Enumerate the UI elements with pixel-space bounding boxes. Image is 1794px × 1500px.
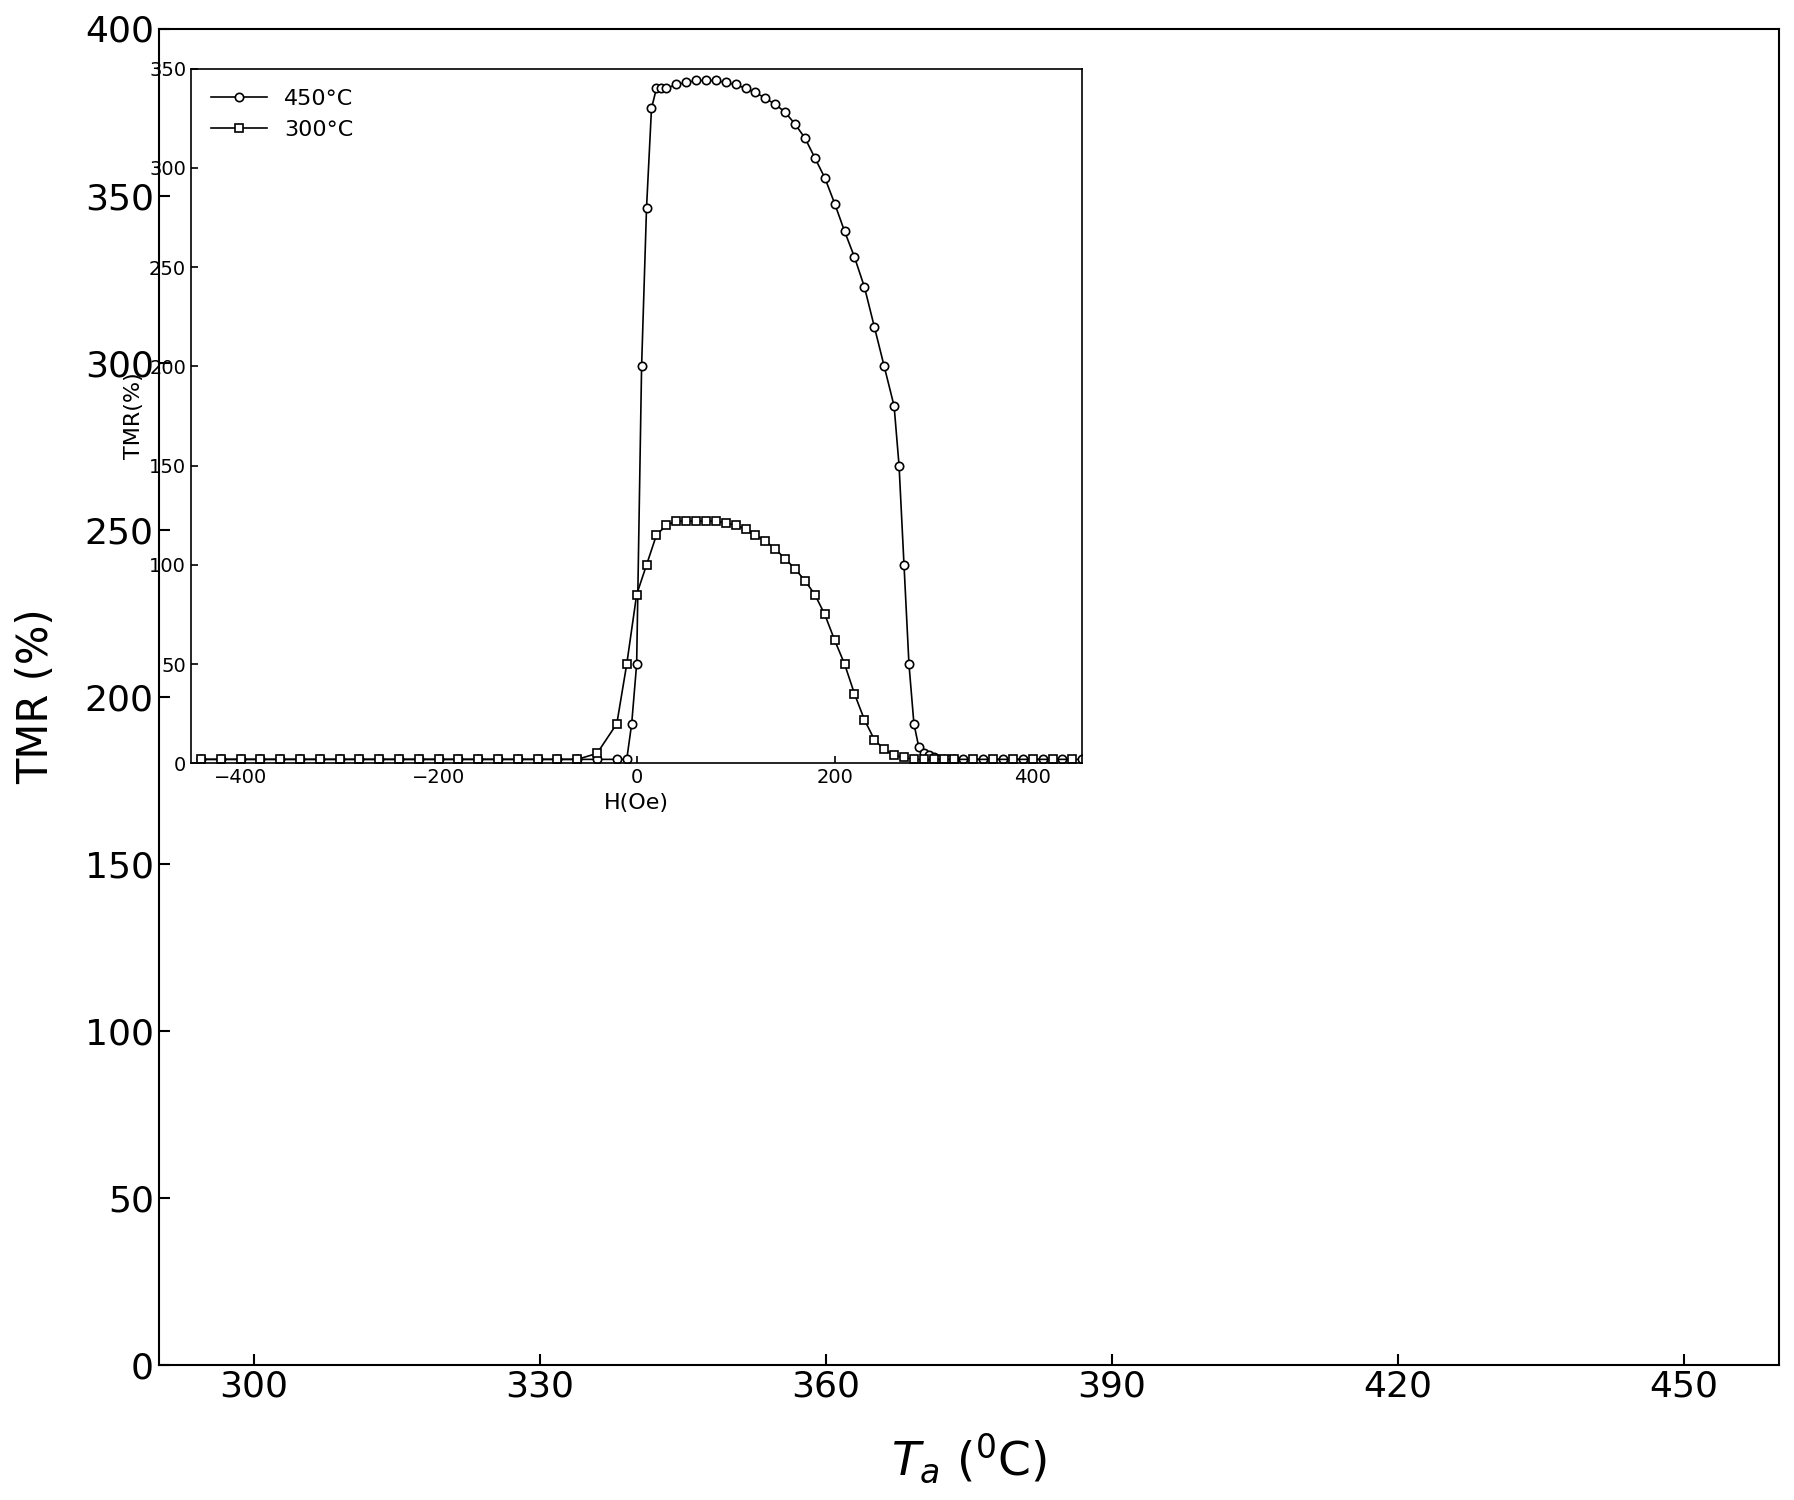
Y-axis label: TMR (%): TMR (%) (14, 609, 57, 784)
X-axis label: $T_a$ ($^0$C): $T_a$ ($^0$C) (892, 1431, 1046, 1485)
